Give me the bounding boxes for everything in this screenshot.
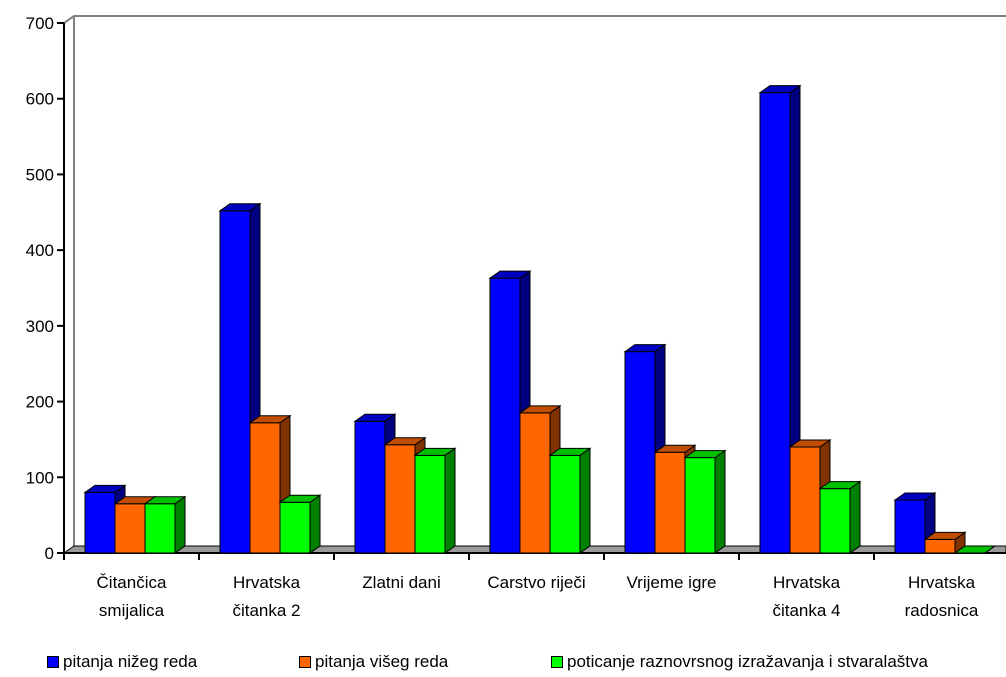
- x-tick-label: Čitančica: [97, 573, 167, 592]
- bar-front: [924, 538, 956, 554]
- bar-top: [548, 447, 592, 456]
- bar-front: [279, 501, 311, 554]
- legend-swatch-series-2: [299, 656, 311, 668]
- legend-item-series-3: poticanje raznovrsnog izražavanja i stva…: [551, 652, 928, 672]
- bar: [218, 202, 262, 554]
- bar-front: [249, 422, 281, 554]
- x-tick-label: Vrijeme igre: [626, 573, 716, 592]
- bar-top: [218, 203, 262, 212]
- bar-top: [893, 492, 937, 501]
- bar-front: [789, 446, 821, 554]
- bar-top: [758, 85, 802, 94]
- bar: [548, 447, 592, 554]
- bar-side: [174, 495, 186, 554]
- bar-top: [818, 481, 862, 490]
- bar-front: [894, 499, 926, 554]
- bar: [278, 494, 322, 554]
- bar-front: [549, 454, 581, 554]
- y-tick-label: 0: [45, 544, 54, 563]
- bar-top: [623, 344, 667, 353]
- bar-top: [248, 415, 292, 424]
- bar-front: [489, 277, 521, 554]
- bar-side: [444, 447, 456, 554]
- bar-front: [624, 351, 656, 554]
- bar: [143, 495, 187, 554]
- y-tick-label: 700: [26, 14, 54, 33]
- bar-front: [384, 444, 416, 554]
- legend-label-series-1: pitanja nižeg reda: [63, 652, 198, 671]
- bar-top: [788, 439, 832, 448]
- side-wall-top-edge: [63, 15, 75, 24]
- y-tick-label: 400: [26, 241, 54, 260]
- bar-side: [309, 494, 321, 554]
- x-tick-label: Zlatni dani: [362, 573, 440, 592]
- bar-front: [684, 457, 716, 554]
- bar-top: [383, 437, 427, 446]
- bar-top: [518, 405, 562, 414]
- bar: [413, 447, 457, 554]
- bar-front: [414, 454, 446, 554]
- legend-item-series-1: pitanja nižeg reda: [47, 652, 197, 672]
- y-tick-label: 200: [26, 393, 54, 412]
- bar-side: [714, 449, 726, 554]
- x-tick-label: čitanka 4: [772, 601, 840, 620]
- x-tick-label: smijalica: [99, 601, 165, 620]
- bar-top: [143, 496, 187, 505]
- bar: [758, 84, 802, 554]
- bar-top: [353, 413, 397, 422]
- bar-front: [84, 491, 116, 554]
- bar-front: [114, 503, 146, 554]
- bar-front: [654, 451, 686, 554]
- bar-front: [519, 412, 551, 554]
- bar-top: [683, 450, 727, 459]
- bar-top: [923, 531, 967, 540]
- bars-group: [83, 84, 997, 554]
- bar-front: [354, 420, 386, 554]
- bar-top: [653, 444, 697, 453]
- legend-item-series-2: pitanja višeg reda: [299, 652, 448, 672]
- legend-swatch-series-1: [47, 656, 59, 668]
- x-axis: Čitančica smijalica Hrvatska čitanka 2 Zlatn…: [57, 552, 1006, 620]
- bar-chart: 0 100 200 300 400 500 600 700 Čitančica smijalic…: [26, 14, 1006, 620]
- bar-front: [144, 503, 176, 554]
- x-tick-label: Hrvatska: [773, 573, 841, 592]
- bar-top: [278, 494, 322, 503]
- bar-front: [759, 92, 791, 554]
- legend-swatch-series-3: [551, 656, 563, 668]
- bar-front: [219, 210, 251, 554]
- legend-label-series-2: pitanja višeg reda: [315, 652, 449, 671]
- x-tick-label: Hrvatska: [233, 573, 301, 592]
- bar: [683, 449, 727, 554]
- chart-walls: [63, 15, 1006, 546]
- bar: [818, 480, 862, 554]
- y-tick-label: 100: [26, 468, 54, 487]
- x-tick-label: radosnica: [905, 601, 979, 620]
- legend-label-series-3: poticanje raznovrsnog izražavanja i stva…: [567, 652, 928, 671]
- y-tick-label: 500: [26, 165, 54, 184]
- y-tick-label: 300: [26, 317, 54, 336]
- legend: pitanja nižeg reda pitanja višeg reda po…: [0, 652, 1006, 676]
- x-tick-label: Hrvatska: [908, 573, 976, 592]
- bar-side: [849, 480, 861, 554]
- bar: [953, 545, 997, 554]
- bar-front: [819, 488, 851, 554]
- bar-top: [488, 270, 532, 279]
- y-tick-label: 600: [26, 90, 54, 109]
- y-axis: 0 100 200 300 400 500 600 700: [26, 14, 65, 563]
- bar-side: [579, 447, 591, 554]
- bar-top: [953, 545, 997, 554]
- x-tick-label: Carstvo riječi: [487, 573, 585, 592]
- bar-top: [413, 447, 457, 456]
- x-tick-label: čitanka 2: [232, 601, 300, 620]
- bar-top: [83, 484, 127, 493]
